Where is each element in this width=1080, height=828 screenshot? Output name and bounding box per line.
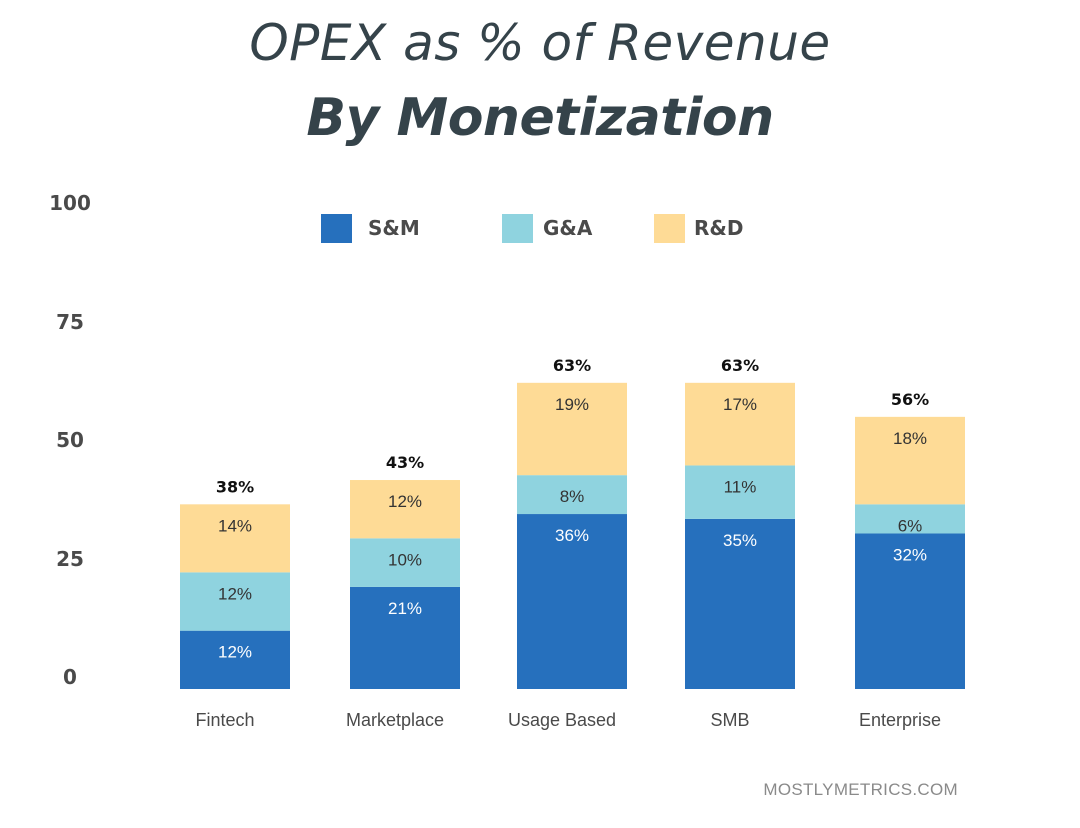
bar-segment xyxy=(855,416,965,505)
segment-value-label: 8% xyxy=(560,487,585,506)
bar-segment xyxy=(685,382,795,466)
segment-value-label: 36% xyxy=(555,526,589,545)
segment-value-label: 6% xyxy=(898,516,923,535)
bar-segment xyxy=(517,514,627,689)
bar-segment xyxy=(180,572,290,631)
chart-title: OPEX as % of Revenue xyxy=(249,14,831,72)
segment-value-label: 12% xyxy=(218,643,252,662)
segment-value-label: 32% xyxy=(893,545,927,564)
bar-segment xyxy=(180,504,290,573)
source-credit: MOSTLYMETRICS.COM xyxy=(763,780,958,799)
y-tick-label: 50 xyxy=(56,428,84,452)
bar-total-label: 38% xyxy=(216,477,254,496)
legend-swatch xyxy=(321,214,352,243)
y-tick-label: 0 xyxy=(63,665,77,689)
bar-segment xyxy=(517,382,627,476)
bar-segment xyxy=(350,480,460,539)
segment-value-label: 35% xyxy=(723,531,757,550)
bar-segment xyxy=(350,538,460,587)
segment-value-label: 14% xyxy=(218,516,252,535)
bar-total-label: 43% xyxy=(386,453,424,472)
bar-total-label: 63% xyxy=(553,356,591,375)
legend-swatch xyxy=(502,214,533,243)
x-category-label: Fintech xyxy=(195,710,254,730)
segment-value-label: 21% xyxy=(388,599,422,618)
bar-segment xyxy=(855,533,965,689)
segment-value-label: 17% xyxy=(723,395,757,414)
segment-value-label: 12% xyxy=(218,584,252,603)
legend-label: G&A xyxy=(543,216,593,240)
legend-label: R&D xyxy=(694,216,743,240)
bar-segment xyxy=(685,465,795,519)
segment-value-label: 10% xyxy=(388,550,422,569)
legend-label: S&M xyxy=(368,216,420,240)
bar-segment xyxy=(685,518,795,689)
x-category-label: SMB xyxy=(710,710,749,730)
bar-segment xyxy=(180,630,290,689)
segment-value-label: 19% xyxy=(555,395,589,414)
x-category-label: Enterprise xyxy=(859,710,941,730)
bar-segment xyxy=(517,475,627,515)
segment-value-label: 12% xyxy=(388,492,422,511)
segment-value-label: 11% xyxy=(724,477,757,496)
bar-segment xyxy=(350,586,460,689)
chart-subtitle: By Monetization xyxy=(306,88,774,148)
y-tick-label: 100 xyxy=(49,191,91,215)
bar-total-label: 56% xyxy=(891,390,929,409)
bar-segment xyxy=(855,504,965,534)
x-category-label: Marketplace xyxy=(346,710,444,730)
bar-total-label: 63% xyxy=(721,356,759,375)
y-tick-label: 25 xyxy=(56,547,84,571)
y-tick-label: 75 xyxy=(56,310,84,334)
segment-value-label: 18% xyxy=(893,429,927,448)
x-category-label: Usage Based xyxy=(508,710,616,730)
legend-swatch xyxy=(654,214,685,243)
